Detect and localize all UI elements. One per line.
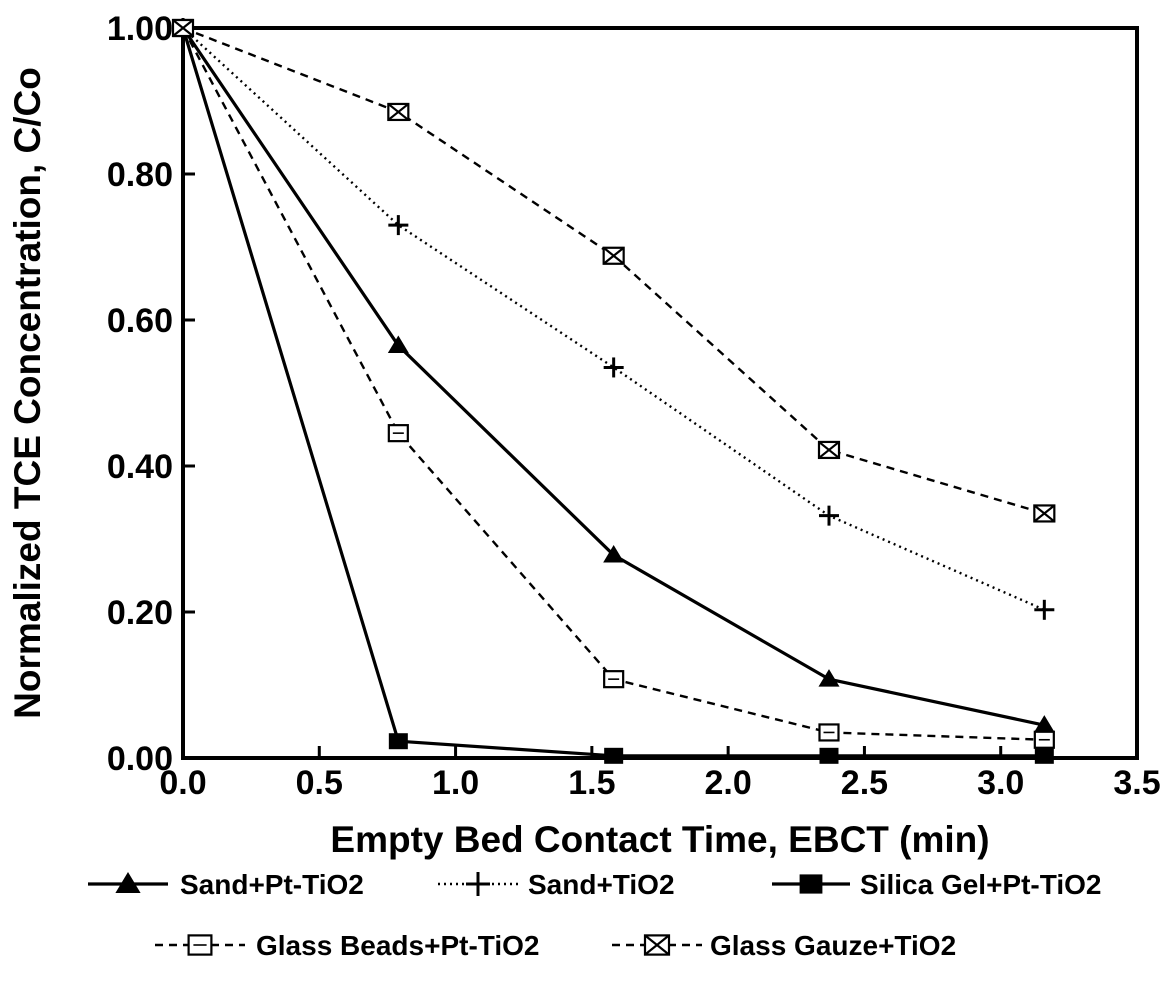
legend-label: Glass Beads+Pt-TiO2 bbox=[256, 930, 540, 961]
series bbox=[173, 20, 1054, 764]
legend-label: Sand+Pt-TiO2 bbox=[180, 869, 364, 900]
series-line bbox=[181, 27, 1045, 741]
series-line bbox=[182, 27, 1045, 611]
y-tick-label: 0.80 bbox=[107, 156, 173, 194]
triangle-marker bbox=[1033, 715, 1055, 733]
hourglass-marker-cross bbox=[387, 103, 410, 121]
x-tick-label: 2.0 bbox=[705, 764, 752, 802]
y-tick-label: 1.00 bbox=[107, 10, 173, 48]
legend-label: Sand+TiO2 bbox=[528, 869, 675, 900]
legend-item: Glass Beads+Pt-TiO2 bbox=[155, 930, 540, 961]
x-tick-label: 3.0 bbox=[977, 764, 1024, 802]
hourglass-marker-cross bbox=[818, 441, 840, 459]
filled-square-marker bbox=[1034, 747, 1054, 764]
x-axis-title: Empty Bed Contact Time, EBCT (min) bbox=[330, 819, 989, 860]
x-tick-label: 2.5 bbox=[841, 764, 888, 802]
x-tick-label: 1.5 bbox=[568, 764, 615, 802]
y-tick-label: 0.40 bbox=[107, 448, 173, 486]
series bbox=[171, 18, 1056, 523]
triangle-marker bbox=[387, 335, 409, 354]
series bbox=[173, 18, 1055, 620]
filled-square-marker bbox=[604, 747, 624, 764]
filled-square-marker bbox=[799, 874, 823, 894]
x-tick-label: 1.0 bbox=[432, 764, 479, 802]
x-tick-label: 0.5 bbox=[296, 764, 343, 802]
hourglass-marker-cross bbox=[172, 19, 194, 37]
y-tick-label: 0.00 bbox=[107, 740, 173, 778]
legend-label: Silica Gel+Pt-TiO2 bbox=[860, 869, 1101, 900]
series-layer bbox=[171, 18, 1056, 764]
x-tick-label: 0.0 bbox=[159, 764, 206, 802]
hourglass-marker-cross bbox=[602, 246, 625, 265]
legend-item: Glass Gauze+TiO2 bbox=[612, 930, 956, 961]
triangle-marker bbox=[603, 545, 625, 563]
hourglass-marker-cross bbox=[644, 934, 670, 956]
series-line bbox=[181, 27, 1045, 758]
hourglass-marker-cross bbox=[1033, 504, 1056, 523]
series-line bbox=[182, 26, 1045, 515]
legend-item: Silica Gel+Pt-TiO2 bbox=[772, 869, 1101, 900]
legend-item: Sand+TiO2 bbox=[438, 869, 675, 900]
triangle-marker bbox=[818, 669, 840, 687]
x-tick-label: 3.5 bbox=[1113, 764, 1160, 802]
y-axis-title: Normalized TCE Concentration, C/Co bbox=[7, 67, 48, 719]
plot-frame bbox=[181, 26, 1139, 760]
legend: Sand+Pt-TiO2 Sand+TiO2 Silica Gel+Pt-TiO2 G… bbox=[88, 869, 1101, 961]
axis-ticks: 0.0 0.5 1.0 1.5 2.0 2.5 3.0 3.5 0.00 0.20 0.40 0.60… bbox=[107, 10, 1161, 802]
y-tick-label: 0.60 bbox=[107, 302, 173, 340]
triangle-marker bbox=[115, 872, 141, 893]
legend-label: Glass Gauze+TiO2 bbox=[710, 930, 956, 961]
y-tick-label: 0.20 bbox=[107, 594, 173, 632]
legend-item: Sand+Pt-TiO2 bbox=[88, 869, 364, 900]
filled-square-marker bbox=[819, 747, 839, 764]
filled-square-marker bbox=[388, 733, 408, 750]
series bbox=[172, 18, 1055, 749]
